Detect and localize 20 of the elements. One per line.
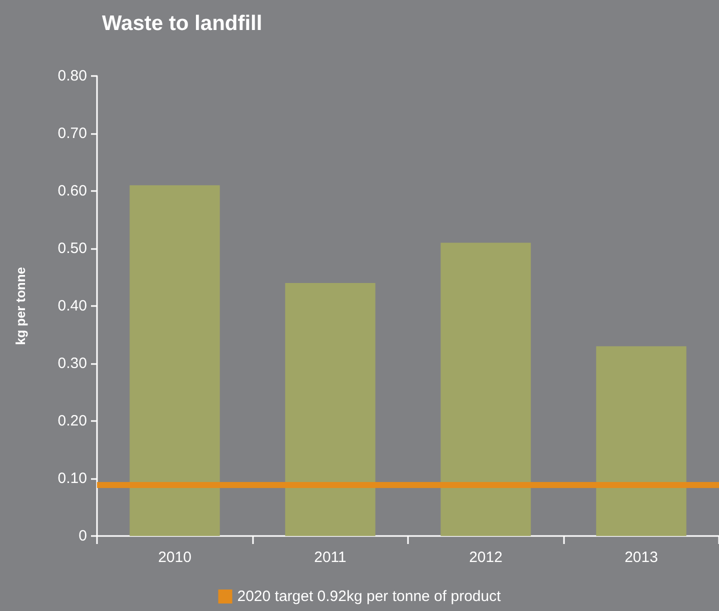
y-tick-label: 0 xyxy=(78,528,87,544)
x-tick-label: 2012 xyxy=(469,549,502,566)
y-tick-label: 0.10 xyxy=(58,470,87,487)
y-tick-label: 0.70 xyxy=(58,125,87,142)
y-tick-label: 0.20 xyxy=(58,412,87,430)
y-tick-label: 0.80 xyxy=(58,68,87,84)
x-tick-label: 2010 xyxy=(158,549,192,566)
bar xyxy=(130,185,220,536)
y-tick-label: 0.40 xyxy=(58,298,87,314)
bar xyxy=(285,283,376,536)
x-tick-label: 2013 xyxy=(624,549,658,566)
chart-title: Waste to landfill xyxy=(102,12,262,35)
y-tick-label: 0.60 xyxy=(58,182,87,200)
y-tick-label: 0.30 xyxy=(58,355,87,372)
y-axis-title: kg per tonne xyxy=(13,266,28,346)
legend-label: 2020 target 0.92kg per tonne of product xyxy=(237,588,502,605)
x-tick-label: 2011 xyxy=(314,549,346,566)
y-tick-label: 0.50 xyxy=(58,240,87,257)
bar xyxy=(440,242,531,536)
bar xyxy=(596,346,686,536)
